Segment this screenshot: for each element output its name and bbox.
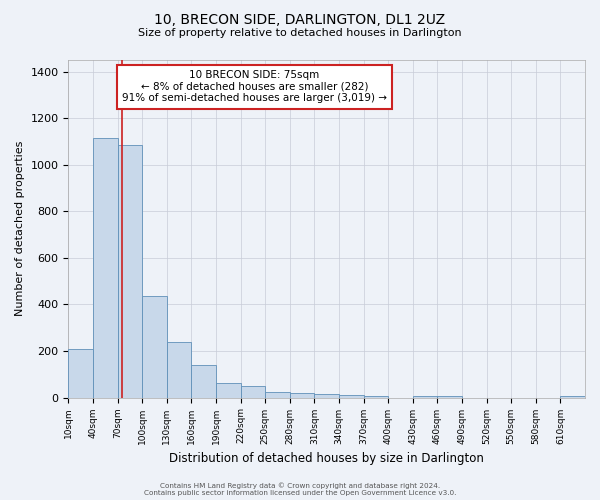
- Bar: [314, 394, 339, 398]
- Bar: [241, 386, 265, 398]
- Bar: [118, 145, 142, 398]
- Text: 10 BRECON SIDE: 75sqm
← 8% of detached houses are smaller (282)
91% of semi-deta: 10 BRECON SIDE: 75sqm ← 8% of detached h…: [122, 70, 387, 103]
- Bar: [560, 396, 585, 398]
- Text: Contains public sector information licensed under the Open Government Licence v3: Contains public sector information licen…: [144, 490, 456, 496]
- Text: 10, BRECON SIDE, DARLINGTON, DL1 2UZ: 10, BRECON SIDE, DARLINGTON, DL1 2UZ: [154, 12, 446, 26]
- Bar: [437, 396, 462, 398]
- Bar: [290, 393, 314, 398]
- Bar: [216, 383, 241, 398]
- Bar: [93, 138, 118, 398]
- Bar: [413, 396, 437, 398]
- Text: Size of property relative to detached houses in Darlington: Size of property relative to detached ho…: [138, 28, 462, 38]
- Bar: [191, 364, 216, 398]
- Bar: [265, 392, 290, 398]
- Bar: [68, 348, 93, 398]
- Bar: [167, 342, 191, 398]
- Bar: [364, 396, 388, 398]
- Bar: [142, 296, 167, 398]
- Bar: [339, 395, 364, 398]
- Y-axis label: Number of detached properties: Number of detached properties: [15, 141, 25, 316]
- X-axis label: Distribution of detached houses by size in Darlington: Distribution of detached houses by size …: [169, 452, 484, 465]
- Text: Contains HM Land Registry data © Crown copyright and database right 2024.: Contains HM Land Registry data © Crown c…: [160, 482, 440, 489]
